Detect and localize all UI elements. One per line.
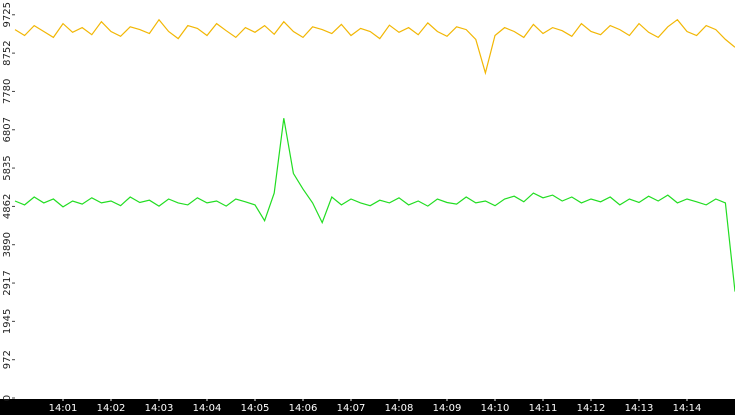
y-tick-label: 8752 <box>2 40 13 65</box>
x-tick-label: 14:01 <box>49 403 78 414</box>
x-tick-label: 14:09 <box>433 403 462 414</box>
x-tick-label: 14:10 <box>481 403 510 414</box>
x-tick-label: 14:02 <box>97 403 126 414</box>
x-tick-label: 14:03 <box>145 403 174 414</box>
series-line <box>14 18 735 76</box>
x-axis-band <box>0 399 735 415</box>
series-line <box>14 118 735 292</box>
y-tick-label: 7780 <box>2 79 13 104</box>
x-tick-label: 14:08 <box>385 403 414 414</box>
x-tick-label: 14:04 <box>193 403 222 414</box>
x-tick-label: 14:13 <box>625 403 654 414</box>
y-tick-label: 4862 <box>2 194 13 219</box>
y-tick-label: 0 <box>2 395 13 401</box>
y-tick-label: 3890 <box>2 232 13 257</box>
y-tick-label: 972 <box>2 350 13 369</box>
x-tick-label: 14:12 <box>577 403 606 414</box>
y-tick-label: 5835 <box>2 155 13 180</box>
x-tick-label: 14:11 <box>529 403 558 414</box>
y-tick-label: 1945 <box>2 309 13 334</box>
y-tick-label: 6807 <box>2 117 13 142</box>
y-tick-label: 2917 <box>2 270 13 295</box>
x-tick-label: 14:07 <box>337 403 366 414</box>
y-tick-label: 9725 <box>2 2 13 27</box>
x-tick-label: 14:06 <box>289 403 318 414</box>
x-tick-label: 14:05 <box>241 403 270 414</box>
x-tick-label: 14:14 <box>673 403 702 414</box>
